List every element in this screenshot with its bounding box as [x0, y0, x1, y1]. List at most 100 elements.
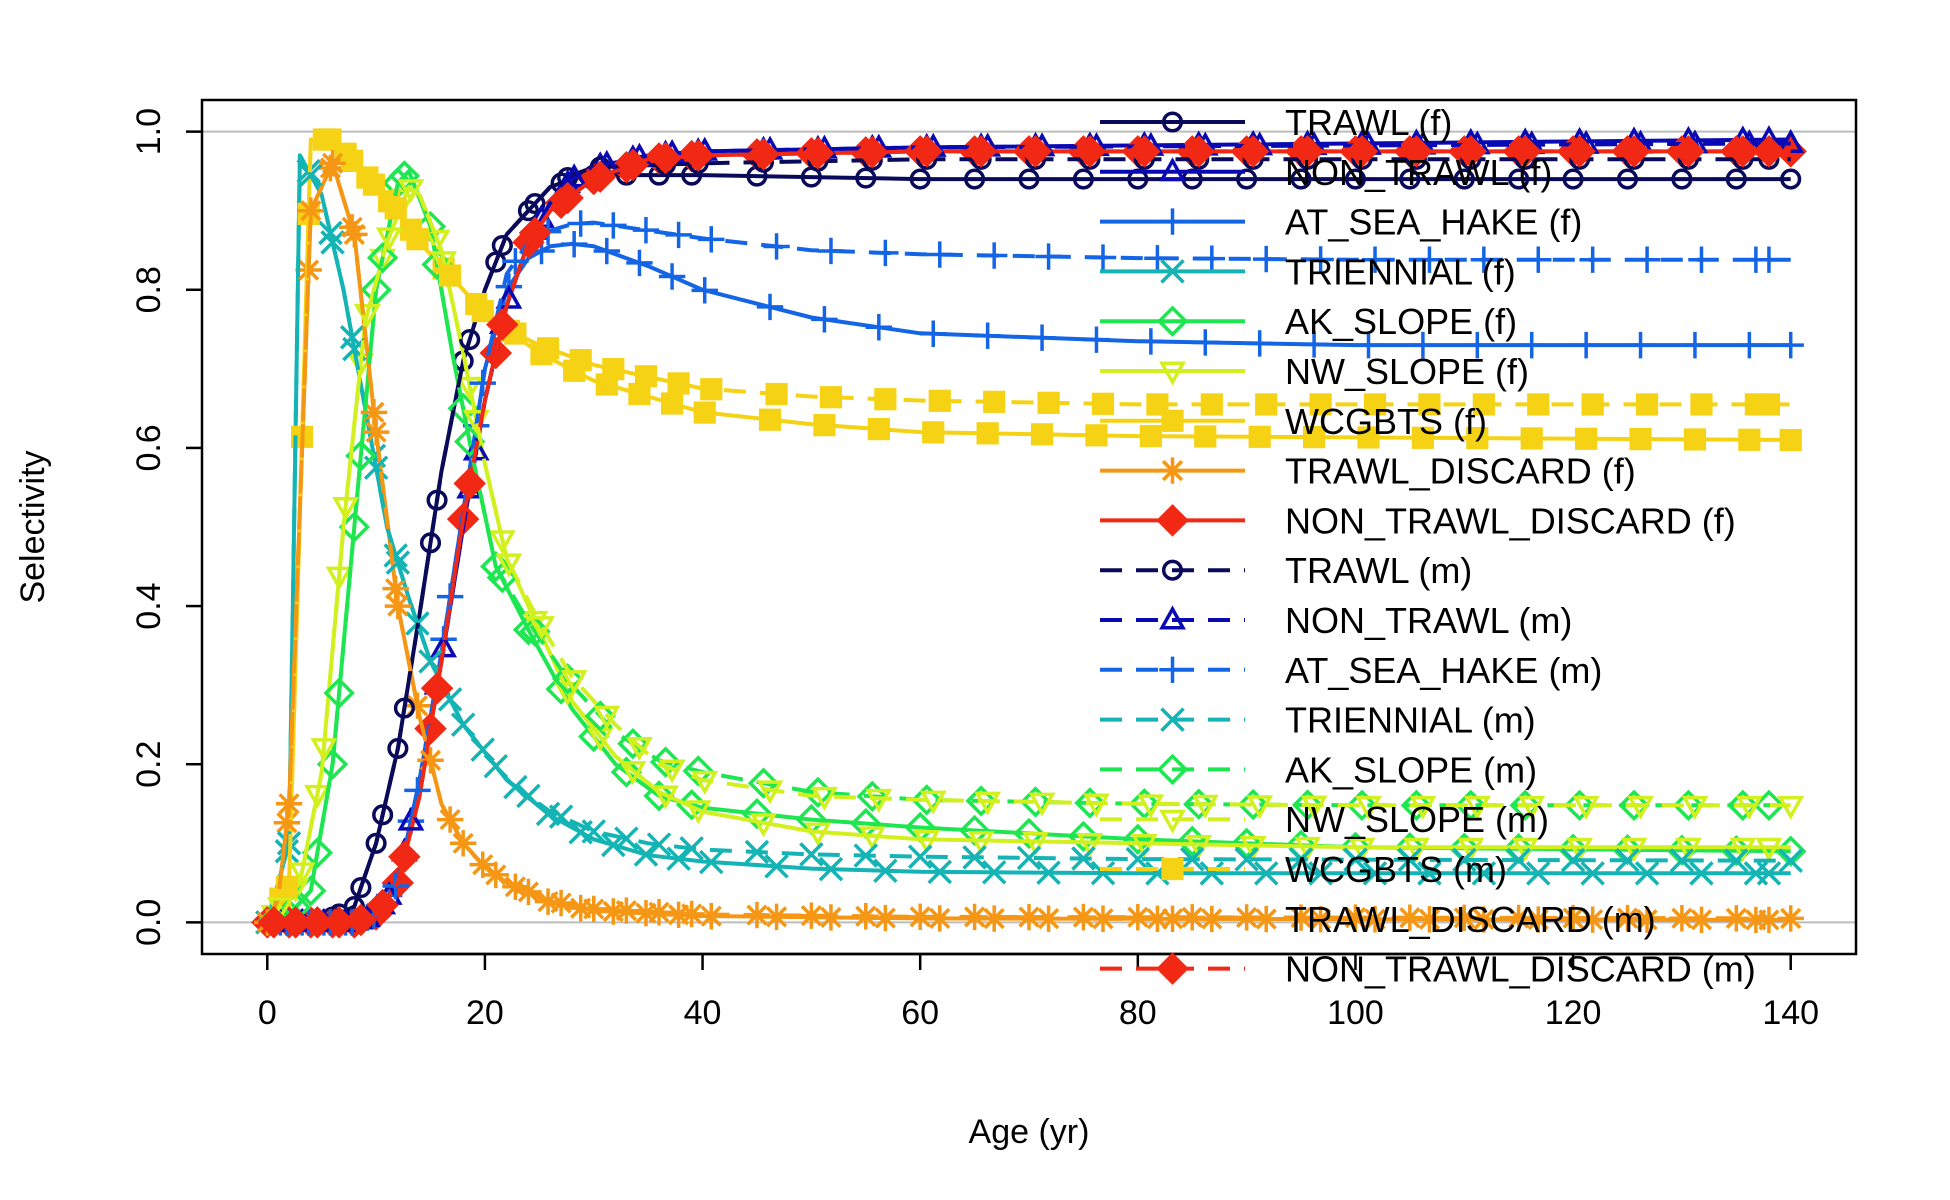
legend-label: AT_SEA_HAKE (m): [1285, 650, 1602, 691]
data-point: [1137, 328, 1165, 355]
data-point: [855, 167, 877, 189]
data-point: [551, 663, 584, 695]
series-markers: [266, 179, 1805, 922]
data-point: [1091, 392, 1115, 415]
data-point: [626, 736, 653, 762]
data-point: [928, 389, 951, 412]
data-point: [649, 746, 682, 778]
data-point: [393, 697, 415, 719]
data-point: [365, 832, 387, 854]
y-tick-label: 0.2: [130, 741, 168, 788]
data-point: [1463, 795, 1491, 820]
series-non-trawl-discard-m: [257, 135, 1791, 939]
data-point: [275, 875, 298, 898]
data-point: [910, 135, 943, 168]
data-point: [913, 830, 941, 855]
data-point: [1028, 792, 1056, 817]
legend-item: TRIENNIAL (m): [1100, 700, 1536, 741]
data-point: [799, 842, 824, 867]
data-point: [1416, 246, 1443, 273]
data-point: [1291, 789, 1324, 821]
data-point: [1194, 425, 1217, 448]
data-point: [1724, 848, 1749, 873]
data-point: [560, 163, 588, 188]
data-point: [344, 903, 378, 937]
legend-label: NON_TRAWL_DISCARD (f): [1285, 500, 1736, 541]
data-point: [1237, 788, 1269, 821]
data-point: [1156, 504, 1189, 537]
data-point: [397, 179, 425, 204]
data-point: [1615, 848, 1640, 873]
data-point: [1288, 847, 1314, 872]
data-point: [524, 193, 546, 215]
data-point: [764, 854, 789, 879]
legend-label: AK_SLOPE (f): [1285, 301, 1517, 342]
data-point: [273, 809, 301, 836]
data-point: [1236, 168, 1258, 190]
data-point: [341, 221, 368, 248]
data-point: [1508, 135, 1542, 168]
data-point: [1520, 427, 1543, 450]
data-point: [1508, 168, 1530, 190]
data-point: [865, 314, 893, 341]
data-point: [1246, 330, 1273, 357]
data-point: [439, 264, 462, 287]
data-point: [1777, 331, 1804, 359]
legend-item: AT_SEA_HAKE (m): [1100, 650, 1602, 691]
data-point: [1199, 861, 1225, 886]
x-tick-label: 20: [466, 994, 504, 1032]
data-point: [1070, 903, 1097, 931]
data-point: [1137, 794, 1165, 819]
legend-item: AK_SLOPE (f): [1100, 301, 1517, 342]
data-point: [750, 813, 777, 838]
data-point: [1246, 795, 1274, 820]
data-point: [1581, 393, 1604, 416]
data-point: [1128, 788, 1161, 820]
data-point: [318, 220, 343, 246]
data-point: [482, 861, 510, 889]
data-point: [350, 877, 372, 899]
data-point: [1559, 904, 1587, 932]
legend-item: WCGBTS (f): [1100, 401, 1487, 442]
data-point: [858, 826, 886, 851]
data-point: [1015, 903, 1043, 931]
data-point: [593, 705, 621, 730]
data-point: [1518, 331, 1545, 359]
data-point: [1755, 246, 1783, 273]
y-axis: 0.0 0.2 0.4 0.6 0.8 1.0: [130, 108, 202, 946]
legend-item: TRAWL (m): [1100, 550, 1472, 591]
data-point: [1019, 786, 1052, 818]
data-point: [804, 822, 832, 847]
data-point: [962, 845, 987, 870]
data-point: [1128, 135, 1161, 168]
data-point: [1287, 904, 1315, 931]
data-point: [1348, 837, 1376, 862]
data-point: [1457, 837, 1485, 862]
legend-item: AT_SEA_HAKE (f): [1100, 202, 1582, 243]
data-point: [332, 496, 360, 522]
data-point: [1526, 861, 1551, 886]
legend-label: TRAWL_DISCARD (f): [1285, 451, 1636, 492]
data-point: [1674, 837, 1702, 862]
data-point: [1455, 789, 1487, 822]
data-point: [1183, 788, 1215, 820]
x-axis-title: Age (yr): [969, 1113, 1090, 1151]
data-point: [279, 906, 312, 939]
data-point: [756, 780, 784, 805]
data-point: [528, 616, 555, 641]
data-point: [1418, 393, 1441, 416]
data-point: [626, 249, 653, 277]
data-point: [1308, 861, 1333, 886]
data-point: [486, 308, 519, 341]
data-point: [643, 780, 675, 812]
data-point: [323, 677, 355, 709]
data-point: [1028, 324, 1056, 351]
x-tick-label: 100: [1327, 994, 1384, 1032]
data-point: [1454, 135, 1488, 168]
data-point: [813, 414, 836, 437]
data-point: [1681, 331, 1709, 359]
data-point: [1253, 861, 1279, 886]
data-point: [491, 234, 513, 257]
data-point: [817, 237, 845, 265]
data-point: [1725, 168, 1747, 190]
